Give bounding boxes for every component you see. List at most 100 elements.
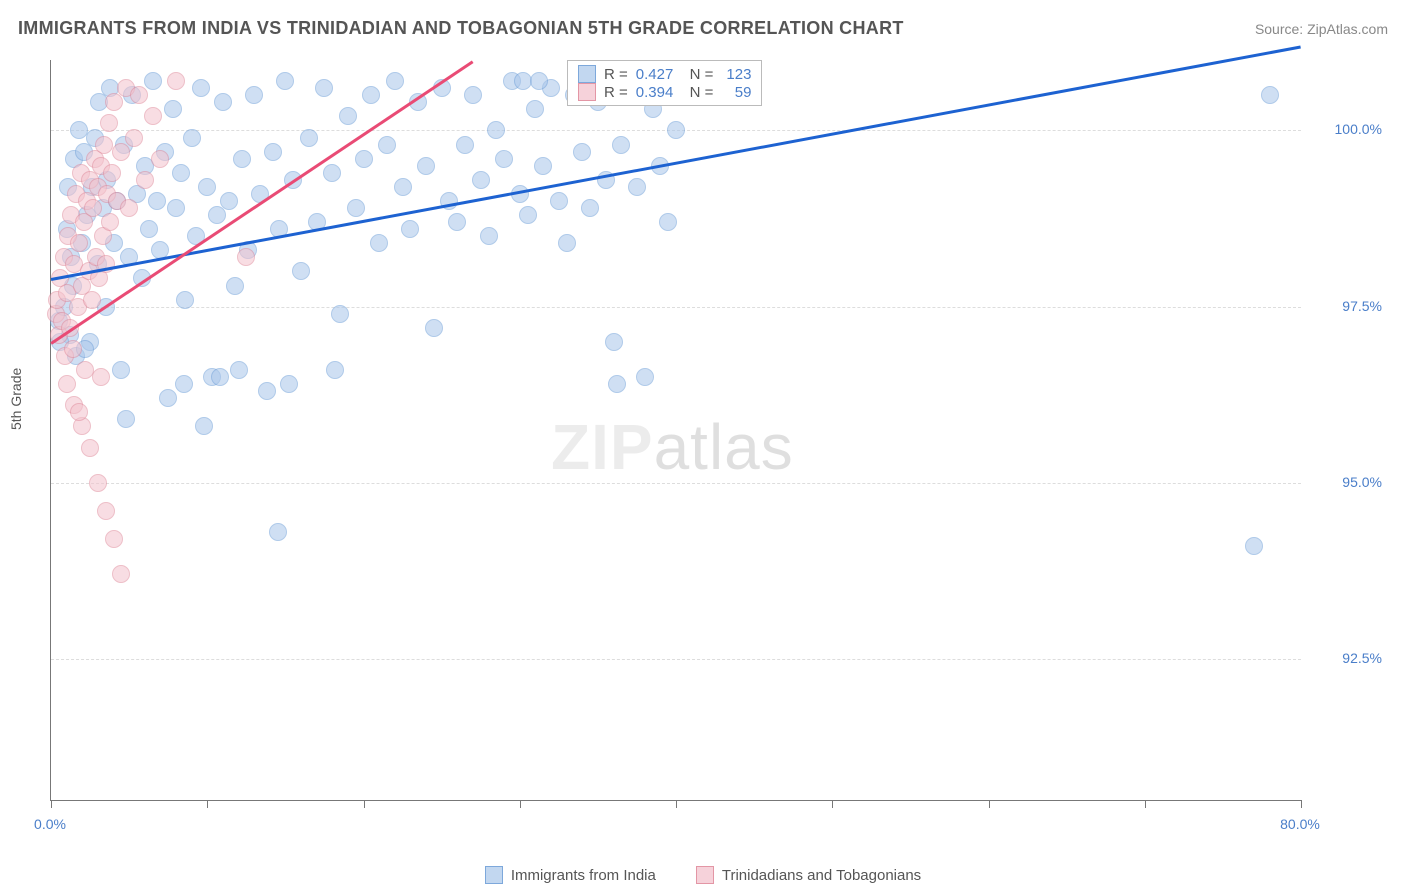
data-point: [92, 368, 110, 386]
data-point: [534, 157, 552, 175]
legend-swatch: [696, 866, 714, 884]
data-point: [97, 502, 115, 520]
data-point: [495, 150, 513, 168]
stat-r-value: 0.394: [636, 84, 674, 101]
data-point: [326, 361, 344, 379]
data-point: [70, 234, 88, 252]
data-point: [140, 220, 158, 238]
source-label: Source: ZipAtlas.com: [1255, 21, 1388, 37]
data-point: [84, 199, 102, 217]
data-point: [64, 340, 82, 358]
legend-label: Immigrants from India: [511, 867, 656, 884]
x-tick-label: 0.0%: [20, 816, 80, 832]
data-point: [315, 79, 333, 97]
data-point: [148, 192, 166, 210]
data-point: [136, 171, 154, 189]
data-point: [636, 368, 654, 386]
data-point: [659, 213, 677, 231]
stat-r-label: R =: [604, 84, 628, 101]
data-point: [425, 319, 443, 337]
data-point: [276, 72, 294, 90]
data-point: [183, 129, 201, 147]
data-point: [175, 375, 193, 393]
data-point: [130, 86, 148, 104]
data-point: [95, 136, 113, 154]
stats-row: R = 0.394 N = 59: [578, 83, 751, 101]
data-point: [1245, 537, 1263, 555]
data-point: [220, 192, 238, 210]
data-point: [323, 164, 341, 182]
data-point: [519, 206, 537, 224]
y-tick-label: 92.5%: [1312, 650, 1382, 666]
legend-label: Trinidadians and Tobagonians: [722, 867, 921, 884]
data-point: [472, 171, 490, 189]
data-point: [176, 291, 194, 309]
data-point: [339, 107, 357, 125]
data-point: [280, 375, 298, 393]
data-point: [100, 114, 118, 132]
data-point: [1261, 86, 1279, 104]
data-point: [151, 150, 169, 168]
data-point: [112, 361, 130, 379]
data-point: [401, 220, 419, 238]
legend-swatch: [485, 866, 503, 884]
data-point: [245, 86, 263, 104]
data-point: [226, 277, 244, 295]
data-point: [70, 403, 88, 421]
data-point: [164, 100, 182, 118]
data-point: [612, 136, 630, 154]
scatter-plot: ZIPatlas R = 0.427 N = 123R = 0.394 N = …: [50, 60, 1301, 801]
data-point: [214, 93, 232, 111]
gridline: [51, 483, 1301, 484]
stat-n-value: 59: [721, 84, 751, 101]
x-tick: [520, 800, 521, 808]
data-point: [269, 523, 287, 541]
data-point: [233, 150, 251, 168]
watermark: ZIPatlas: [551, 410, 794, 484]
data-point: [101, 213, 119, 231]
data-point: [386, 72, 404, 90]
x-tick: [676, 800, 677, 808]
x-tick: [989, 800, 990, 808]
data-point: [667, 121, 685, 139]
x-tick: [832, 800, 833, 808]
y-tick-label: 95.0%: [1312, 474, 1382, 490]
stat-r-value: 0.427: [636, 66, 674, 83]
x-tick: [1145, 800, 1146, 808]
data-point: [628, 178, 646, 196]
data-point: [300, 129, 318, 147]
data-point: [394, 178, 412, 196]
data-point: [195, 417, 213, 435]
data-point: [105, 93, 123, 111]
data-point: [112, 143, 130, 161]
stat-r-label: R =: [604, 66, 628, 83]
data-point: [58, 375, 76, 393]
data-point: [258, 382, 276, 400]
legend-swatch: [578, 65, 596, 83]
chart-title: IMMIGRANTS FROM INDIA VS TRINIDADIAN AND…: [18, 18, 904, 39]
data-point: [378, 136, 396, 154]
x-tick: [364, 800, 365, 808]
legend-swatch: [578, 83, 596, 101]
stats-box: R = 0.427 N = 123R = 0.394 N = 59: [567, 60, 762, 106]
data-point: [581, 199, 599, 217]
data-point: [83, 291, 101, 309]
legend-bottom: Immigrants from India Trinidadians and To…: [0, 866, 1406, 884]
data-point: [550, 192, 568, 210]
data-point: [487, 121, 505, 139]
x-tick-label: 80.0%: [1270, 816, 1330, 832]
data-point: [230, 361, 248, 379]
data-point: [292, 262, 310, 280]
data-point: [120, 199, 138, 217]
data-point: [167, 199, 185, 217]
title-bar: IMMIGRANTS FROM INDIA VS TRINIDADIAN AND…: [18, 18, 1388, 39]
data-point: [608, 375, 626, 393]
legend-item: Immigrants from India: [485, 866, 656, 884]
data-point: [211, 368, 229, 386]
data-point: [347, 199, 365, 217]
gridline: [51, 307, 1301, 308]
x-tick: [207, 800, 208, 808]
data-point: [89, 474, 107, 492]
data-point: [208, 206, 226, 224]
data-point: [480, 227, 498, 245]
